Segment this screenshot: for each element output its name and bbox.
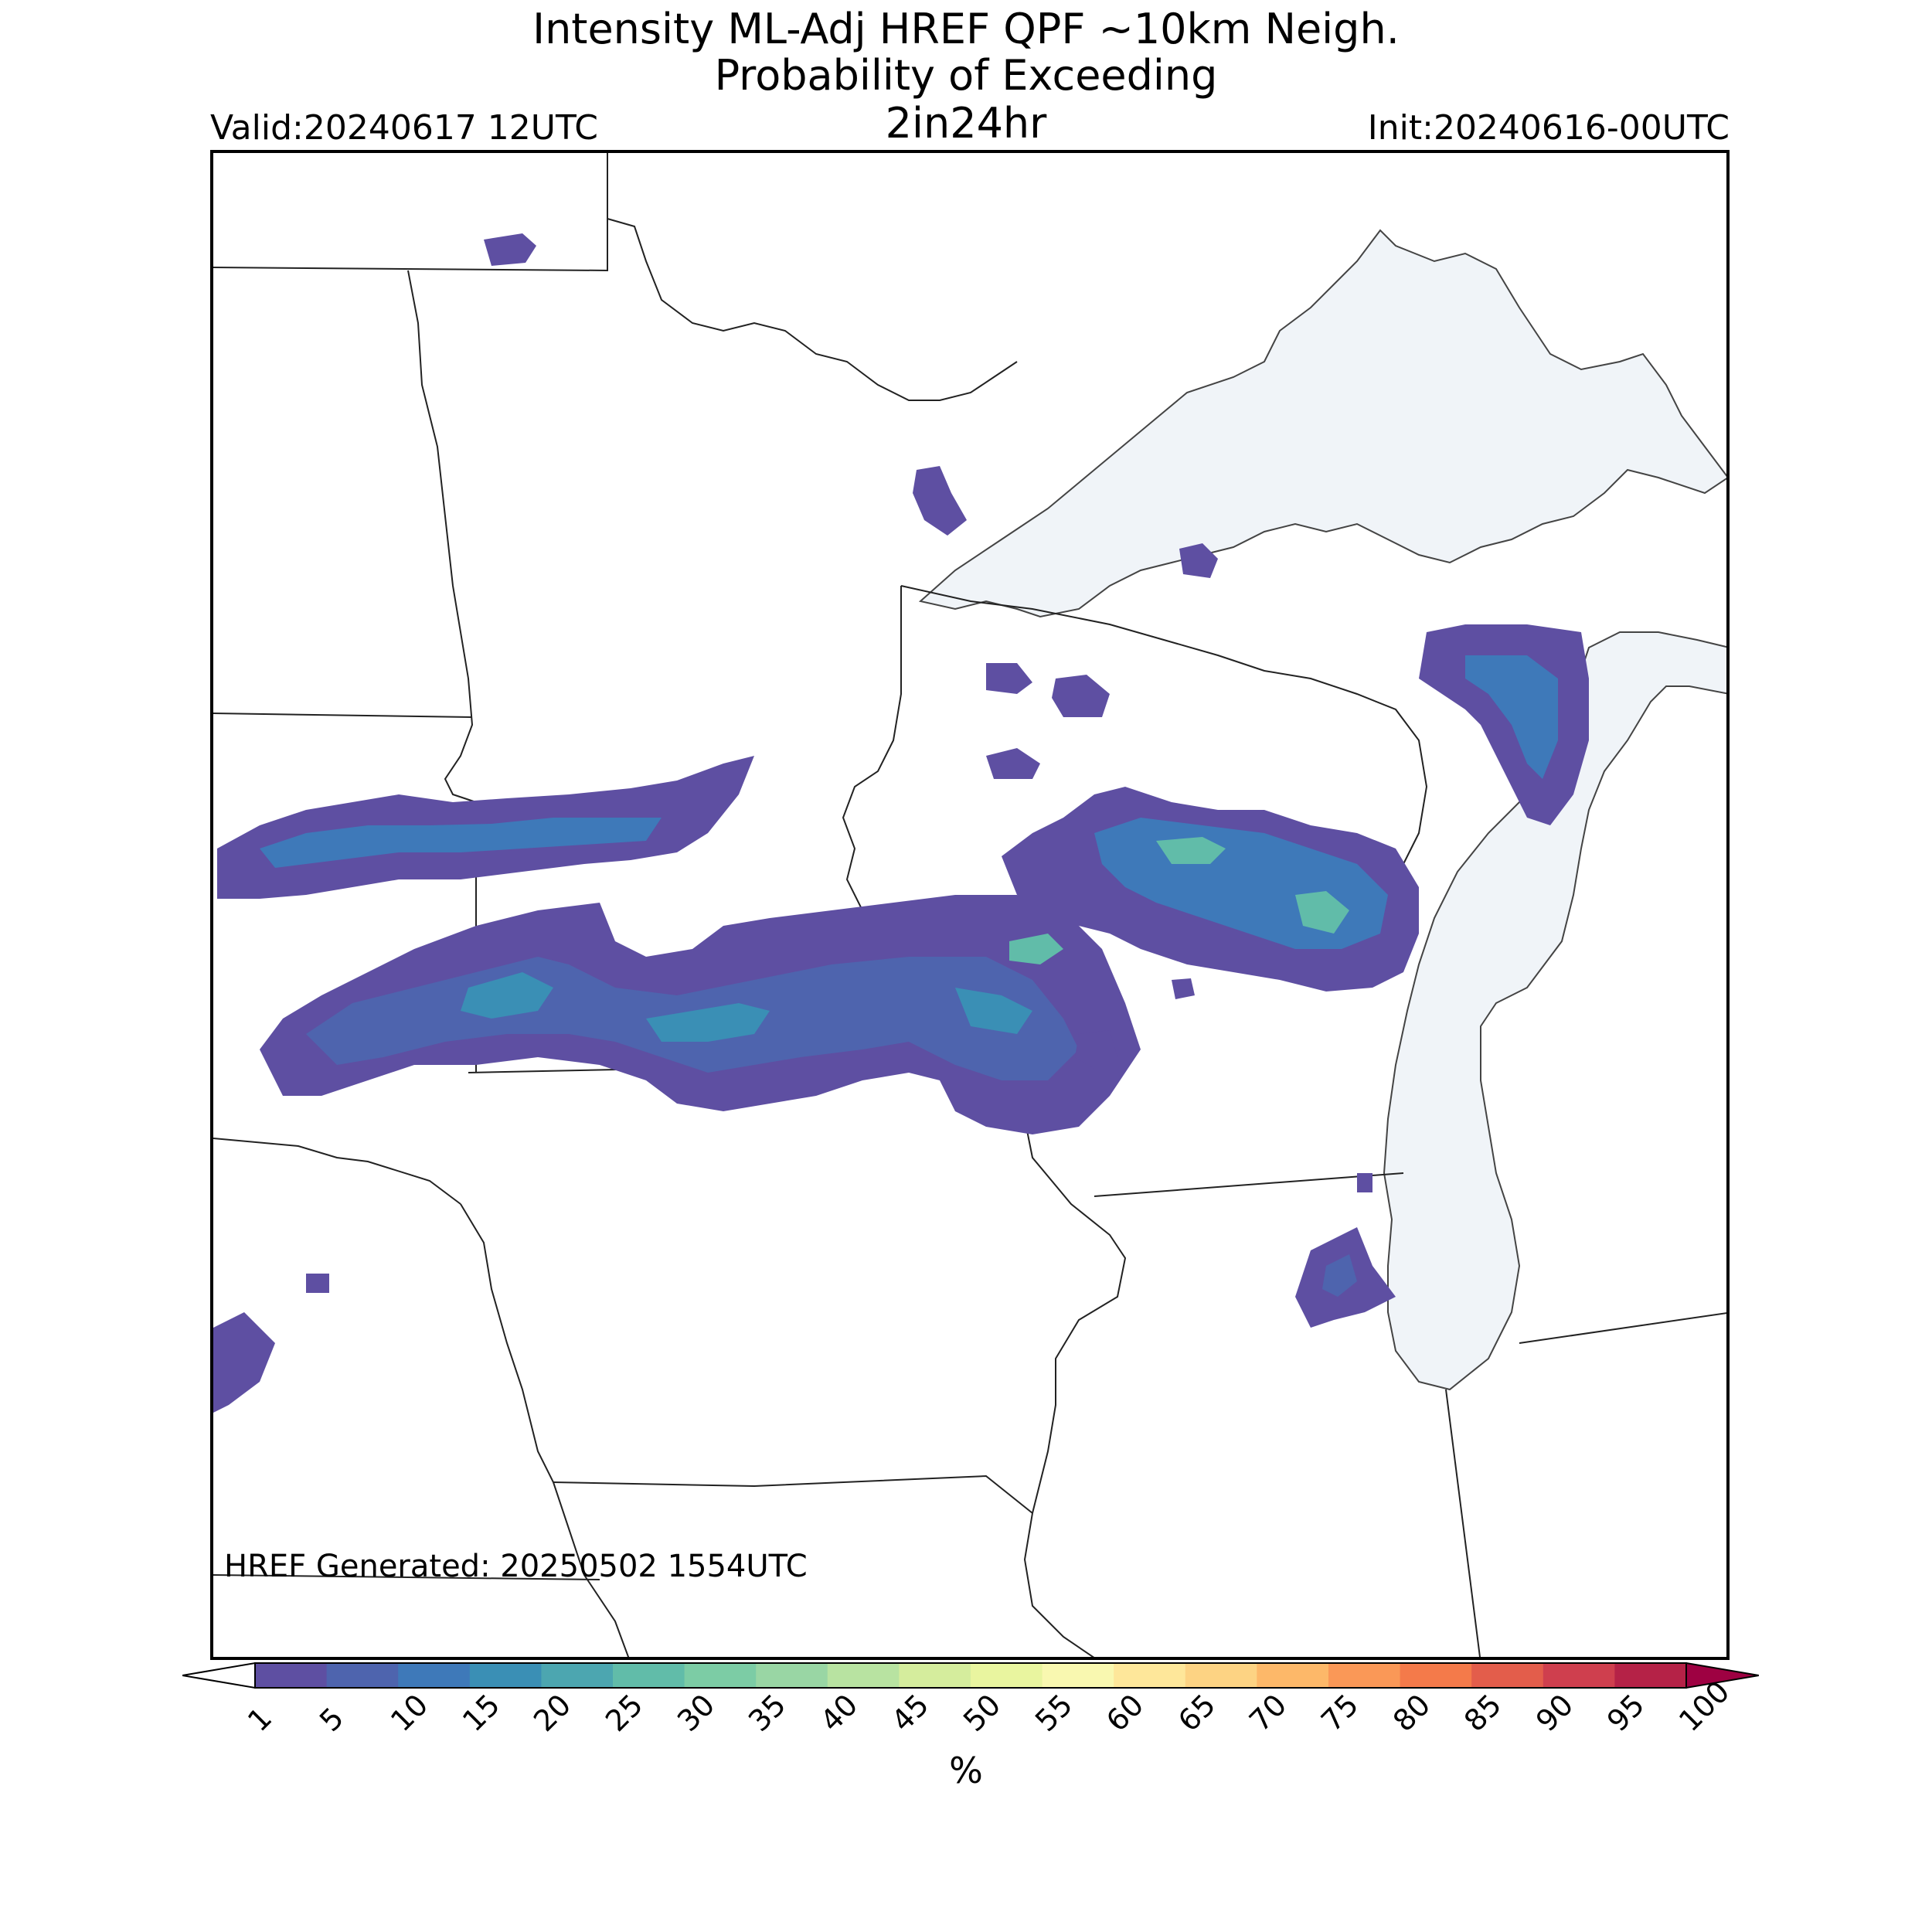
colorbar-tick-label: 75 [1315, 1687, 1366, 1739]
colorbar-segment [1114, 1663, 1186, 1688]
precip-il-spot [1295, 1173, 1396, 1328]
map-title-threshold: 2in24hr [885, 99, 1047, 148]
colorbar-under-extension [182, 1662, 256, 1689]
colorbar-over-extension [1685, 1662, 1759, 1689]
colorbar-segments [255, 1663, 1687, 1688]
ia-ne-border [460, 1203, 630, 1657]
precip-nd-spot [484, 233, 536, 266]
lake-superior [918, 229, 1726, 618]
colorbar-tick-label: 80 [1386, 1687, 1437, 1739]
colorbar-tick-label: 1 [241, 1700, 279, 1739]
precip-east-cluster-core [1009, 837, 1349, 964]
colorbar-segment [756, 1663, 828, 1688]
colorbar-segment [398, 1663, 471, 1688]
map-title-line2: Probability of Exceeding [714, 51, 1218, 100]
colorbar-segment [827, 1663, 900, 1688]
colorbar-tick-label: 50 [957, 1687, 1008, 1739]
colorbar-tick-label: 65 [1171, 1687, 1223, 1739]
init-time-label: Init:20240616-00UTC [1367, 108, 1730, 148]
precip-mn-spot [913, 466, 967, 536]
colorbar-segment [1257, 1663, 1329, 1688]
colorbar-segment [1614, 1663, 1687, 1688]
map-panel [210, 150, 1730, 1660]
colorbar-tick-label: 70 [1243, 1687, 1294, 1739]
precip-sw-spots [213, 1274, 329, 1413]
precip-wi-spots [986, 663, 1195, 1069]
colorbar-tick-label: 35 [742, 1687, 793, 1739]
mississippi-river [1023, 1118, 1127, 1657]
colorbar-outline [254, 1662, 1687, 1689]
colorbar-tick-label: 10 [384, 1687, 435, 1739]
colorbar-segment [541, 1663, 614, 1688]
colorbar-tick-label: 60 [1100, 1687, 1151, 1739]
sd-ne-border [213, 1138, 461, 1205]
map-title-line1: Intensity ML-Adj HREF QPF ~10km Neigh. [532, 5, 1400, 53]
map-canvas [213, 153, 1726, 1657]
lake-michigan [1383, 631, 1726, 1391]
colorbar-tick-label: 40 [813, 1687, 865, 1739]
colorbar-tick-label: 25 [599, 1687, 650, 1739]
il-in-border [1445, 1389, 1481, 1657]
nd-sd-border [213, 713, 473, 718]
precip-central-band-core [461, 972, 1032, 1042]
colorbar-segment [1400, 1663, 1472, 1688]
colorbar-tick-label: 20 [527, 1687, 578, 1739]
colorbar-tick-label: 55 [1028, 1687, 1079, 1739]
colorbar-unit-label: % [949, 1750, 983, 1791]
colorbar-segment [684, 1663, 757, 1688]
precip-ne-wisconsin [1419, 624, 1589, 825]
mo-border-sw [213, 1574, 600, 1580]
colorbar-tick-label: 85 [1458, 1687, 1509, 1739]
valid-time-label: Valid:20240617 12UTC [210, 108, 599, 148]
generated-timestamp: HREF Generated: 20250502 1554UTC [224, 1549, 808, 1584]
colorbar-tick-label: 30 [670, 1687, 721, 1739]
colorbar-tick-label: 15 [455, 1687, 507, 1739]
precip-layer [213, 233, 1589, 1413]
colorbar-segment [899, 1663, 971, 1688]
ia-mo-border [553, 1475, 1033, 1514]
wi-il-border [1094, 1172, 1404, 1197]
colorbar-tick-label: 95 [1600, 1687, 1651, 1739]
colorbar-segment [1042, 1663, 1114, 1688]
in-mi-border [1519, 1312, 1726, 1344]
colorbar-segment [971, 1663, 1043, 1688]
nd-mn-border [407, 270, 477, 1073]
precip-il-spot-core [1322, 1254, 1357, 1297]
canada-us-border [213, 153, 1018, 401]
colorbar-segment [469, 1663, 542, 1688]
colorbar-tick-label: 90 [1529, 1687, 1580, 1739]
wi-mi-border [900, 585, 1428, 865]
colorbar-segment [326, 1663, 399, 1688]
colorbar-tick-label: 5 [312, 1700, 350, 1739]
colorbar-tick-label: 45 [885, 1687, 936, 1739]
colorbar-segment [1328, 1663, 1401, 1688]
precip-ne-wisconsin-core [1465, 655, 1558, 779]
colorbar-segment [1185, 1663, 1257, 1688]
precip-lake-spot [1179, 543, 1218, 578]
precip-west-band-upper-inner [260, 818, 662, 868]
colorbar-segment [1471, 1663, 1544, 1688]
colorbar-segment [1543, 1663, 1615, 1688]
colorbar [182, 1662, 1759, 1689]
colorbar-segment [613, 1663, 685, 1688]
colorbar-segment [255, 1663, 328, 1688]
